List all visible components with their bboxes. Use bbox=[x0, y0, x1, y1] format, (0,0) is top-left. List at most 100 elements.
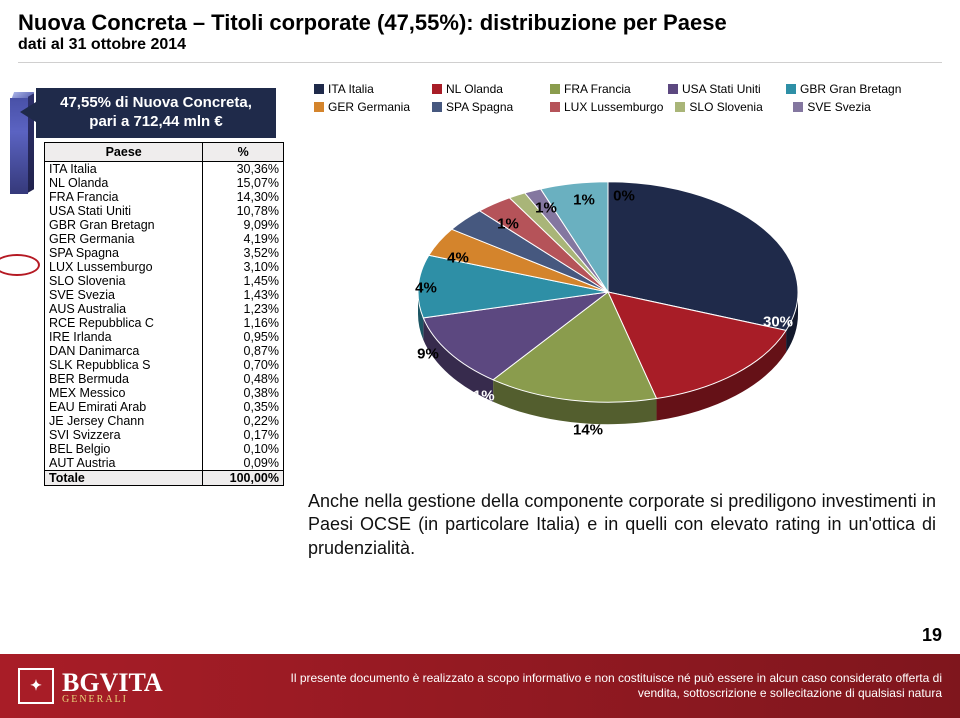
table-row: LUX Lussemburgo3,10% bbox=[45, 260, 284, 274]
legend-item: FRA Francia bbox=[550, 82, 656, 96]
country-cell: SLK Repubblica S bbox=[45, 358, 203, 372]
country-cell: SVI Svizzera bbox=[45, 428, 203, 442]
country-cell: USA Stati Uniti bbox=[45, 204, 203, 218]
country-cell: JE Jersey Chann bbox=[45, 414, 203, 428]
legend-label: LUX Lussemburgo bbox=[564, 100, 663, 114]
table-row: RCE Repubblica C1,16% bbox=[45, 316, 284, 330]
country-cell: SVE Svezia bbox=[45, 288, 203, 302]
country-cell: ITA Italia bbox=[45, 161, 203, 176]
legend-swatch-icon bbox=[675, 102, 685, 112]
callout-box: 47,55% di Nuova Concreta, pari a 712,44 … bbox=[36, 88, 276, 138]
table-row: SLK Repubblica S0,70% bbox=[45, 358, 284, 372]
country-cell: GER Germania bbox=[45, 232, 203, 246]
legend-label: GBR Gran Bretagn bbox=[800, 82, 901, 96]
pie-pct-label: 15% bbox=[723, 410, 753, 427]
callout-arrow-icon bbox=[20, 102, 36, 122]
pct-cell: 0,95% bbox=[203, 330, 284, 344]
legend-label: SPA Spagna bbox=[446, 100, 513, 114]
legend-item: GER Germania bbox=[314, 100, 420, 114]
pie-pct-label: 14% bbox=[573, 422, 603, 439]
pct-cell: 0,38% bbox=[203, 386, 284, 400]
legend-swatch-icon bbox=[314, 102, 324, 112]
table-row: JE Jersey Chann0,22% bbox=[45, 414, 284, 428]
pct-cell: 1,45% bbox=[203, 274, 284, 288]
pct-cell: 1,23% bbox=[203, 302, 284, 316]
legend-swatch-icon bbox=[668, 84, 678, 94]
legend-label: GER Germania bbox=[328, 100, 410, 114]
pct-cell: 9,09% bbox=[203, 218, 284, 232]
table-row: SVI Svizzera0,17% bbox=[45, 428, 284, 442]
legend-item: LUX Lussemburgo bbox=[550, 100, 663, 114]
pct-cell: 30,36% bbox=[203, 161, 284, 176]
pct-cell: 0,22% bbox=[203, 414, 284, 428]
table-row: AUT Austria0,09% bbox=[45, 456, 284, 471]
table-row: GER Germania4,19% bbox=[45, 232, 284, 246]
pie-pct-label: 4% bbox=[447, 250, 469, 267]
callout-line1: 47,55% di Nuova Concreta, bbox=[44, 94, 268, 113]
table-row: EAU Emirati Arab0,35% bbox=[45, 400, 284, 414]
brand-mark-icon: ✦ bbox=[18, 668, 54, 704]
country-cell: NL Olanda bbox=[45, 176, 203, 190]
pie-pct-label: 11% bbox=[465, 388, 494, 405]
country-cell: LUX Lussemburgo bbox=[45, 260, 203, 274]
pie-pct-label: 30% bbox=[763, 314, 793, 331]
left-column: 47,55% di Nuova Concreta, pari a 712,44 … bbox=[0, 82, 300, 560]
pct-cell: 0,35% bbox=[203, 400, 284, 414]
legend-label: NL Olanda bbox=[446, 82, 503, 96]
pct-cell: 3,52% bbox=[203, 246, 284, 260]
table-row: BER Bermuda0,48% bbox=[45, 372, 284, 386]
legend-label: ITA Italia bbox=[328, 82, 374, 96]
footer: ✦ BGVITA GENERALI Il presente documento … bbox=[0, 654, 960, 718]
legend-item: USA Stati Uniti bbox=[668, 82, 774, 96]
table-row: SLO Slovenia1,45% bbox=[45, 274, 284, 288]
legend-label: FRA Francia bbox=[564, 82, 631, 96]
description-text: Anche nella gestione della componente co… bbox=[308, 482, 946, 560]
table-row: GBR Gran Bretagn9,09% bbox=[45, 218, 284, 232]
page-title: Nuova Concreta – Titoli corporate (47,55… bbox=[0, 0, 960, 36]
country-cell: BER Bermuda bbox=[45, 372, 203, 386]
pct-cell: 0,48% bbox=[203, 372, 284, 386]
country-cell: BEL Belgio bbox=[45, 442, 203, 456]
legend-swatch-icon bbox=[550, 102, 560, 112]
legend-swatch-icon bbox=[432, 102, 442, 112]
pct-cell: 0,17% bbox=[203, 428, 284, 442]
legend-item: SPA Spagna bbox=[432, 100, 538, 114]
legend-item: SVE Svezia bbox=[793, 100, 899, 114]
legend-label: SLO Slovenia bbox=[689, 100, 762, 114]
table-row: SPA Spagna3,52% bbox=[45, 246, 284, 260]
table-row: AUS Australia1,23% bbox=[45, 302, 284, 316]
pie-pct-label: 4% bbox=[415, 280, 437, 297]
pie-pct-label: 0% bbox=[613, 188, 635, 205]
country-cell: RCE Repubblica C bbox=[45, 316, 203, 330]
brand-logo: ✦ BGVITA GENERALI bbox=[18, 668, 163, 705]
table-row: NL Olanda15,07% bbox=[45, 176, 284, 190]
table-row: MEX Messico0,38% bbox=[45, 386, 284, 400]
table-total-row: Totale100,00% bbox=[45, 470, 284, 485]
callout-line2: pari a 712,44 mln € bbox=[44, 113, 268, 132]
legend-item: NL Olanda bbox=[432, 82, 538, 96]
table-row: SVE Svezia1,43% bbox=[45, 288, 284, 302]
country-cell: FRA Francia bbox=[45, 190, 203, 204]
total-label: Totale bbox=[45, 470, 203, 485]
country-cell: DAN Danimarca bbox=[45, 344, 203, 358]
country-table: Paese % ITA Italia30,36%NL Olanda15,07%F… bbox=[44, 142, 284, 486]
legend-label: USA Stati Uniti bbox=[682, 82, 761, 96]
country-cell: GBR Gran Bretagn bbox=[45, 218, 203, 232]
col-header-paese: Paese bbox=[45, 142, 203, 161]
content-area: 47,55% di Nuova Concreta, pari a 712,44 … bbox=[0, 82, 960, 560]
table-row: BEL Belgio0,10% bbox=[45, 442, 284, 456]
page-number: 19 bbox=[922, 625, 942, 646]
country-cell: AUT Austria bbox=[45, 456, 203, 471]
table-row: IRE Irlanda0,95% bbox=[45, 330, 284, 344]
footer-disclaimer: Il presente documento è realizzato a sco… bbox=[282, 671, 942, 701]
legend-item: GBR Gran Bretagn bbox=[786, 82, 901, 96]
pct-cell: 1,43% bbox=[203, 288, 284, 302]
table-row: USA Stati Uniti10,78% bbox=[45, 204, 284, 218]
pct-cell: 15,07% bbox=[203, 176, 284, 190]
right-column: ITA Italia NL Olanda FRA Francia USA Stati … bbox=[308, 82, 960, 560]
legend-swatch-icon bbox=[550, 84, 560, 94]
table-row: FRA Francia14,30% bbox=[45, 190, 284, 204]
pct-cell: 0,10% bbox=[203, 442, 284, 456]
pct-cell: 14,30% bbox=[203, 190, 284, 204]
pct-cell: 0,70% bbox=[203, 358, 284, 372]
